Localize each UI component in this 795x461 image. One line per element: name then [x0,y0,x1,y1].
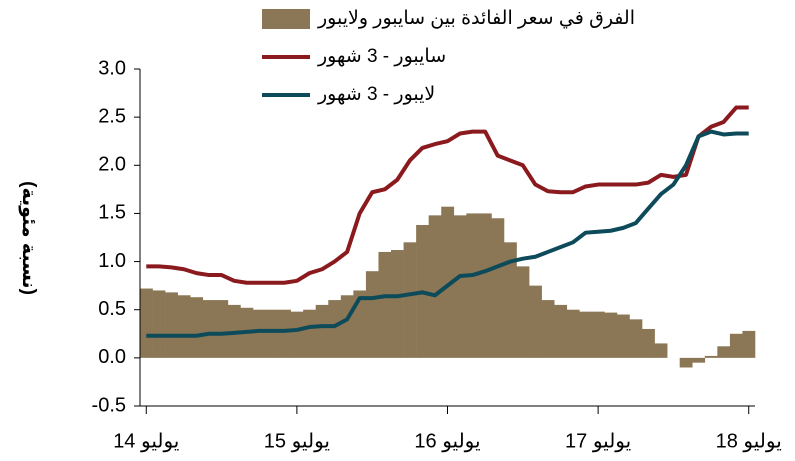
bar [378,251,392,358]
bar [365,271,379,358]
bar [303,309,317,358]
legend-label: الفرق في سعر الفائدة بين سايبور ولايبور [317,8,635,29]
bar [692,357,706,363]
bar [554,304,568,358]
line [146,105,749,285]
bar [591,311,605,358]
bar [265,309,279,358]
bar [566,309,580,358]
y-tick-label: 0.0 [98,346,126,368]
bar [529,285,542,358]
y-tick-label: 3.0 [98,57,126,79]
bar [278,309,291,358]
y-axis-label: (نسبة مئوية) [18,181,39,295]
bar [491,218,505,358]
bar [140,288,153,358]
bar [391,250,404,358]
bar [541,300,555,358]
y-tick-label: 1.0 [98,250,126,272]
bar [466,213,480,358]
bar [165,292,178,358]
bar [503,242,517,358]
bar [215,300,229,358]
bar [252,309,266,358]
bar [717,346,731,358]
bar [190,297,204,358]
bar [616,314,630,358]
y-tick-label: 0.5 [98,298,126,320]
bar [704,355,718,358]
y-tick-label: 1.5 [98,202,126,224]
bar [428,215,442,358]
bar [516,266,530,358]
x-tick-label: يوليو 18 [716,430,782,452]
bar [453,215,467,358]
y-tick-label: 2.0 [98,154,126,176]
legend-swatch [262,9,310,29]
y-tick-label: 2.5 [98,105,126,127]
bar [328,300,342,358]
x-tick-label: يوليو 17 [565,430,631,452]
bar [315,304,329,358]
x-tick-label: يوليو 16 [414,430,480,452]
bar [202,300,216,358]
legend-label: سايبور - 3 شهور [317,46,446,67]
bar [478,213,492,358]
legend-label: لايبور - 3 شهور [317,84,435,105]
x-tick-label: يوليو 14 [113,430,179,452]
bar [403,242,417,358]
bar [654,343,668,358]
bar [604,312,618,358]
x-tick-label: يوليو 15 [264,430,330,452]
bar [353,290,367,358]
bar [729,333,743,358]
bar [340,295,354,358]
bar [441,206,455,358]
bar [290,311,304,358]
y-tick-label: -0.5 [92,394,126,416]
line [146,129,749,338]
bar [152,290,166,358]
bar [579,311,593,358]
bar [742,330,756,358]
bar [679,357,693,368]
bar [177,295,191,358]
bar [642,328,655,358]
bar [629,319,643,358]
